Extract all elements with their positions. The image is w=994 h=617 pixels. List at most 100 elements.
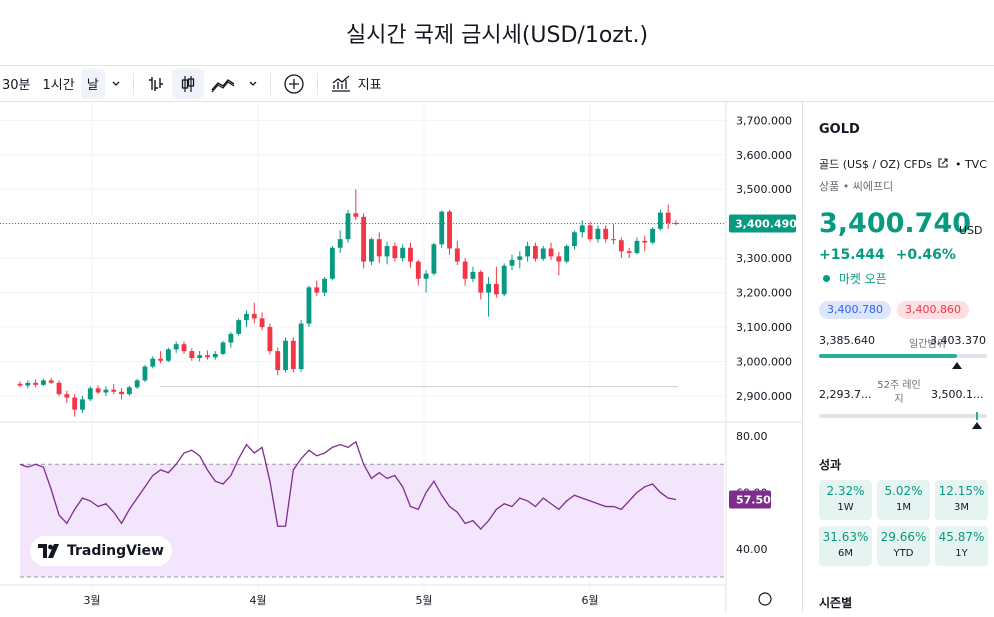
candle-up [41, 380, 46, 385]
candles-layer [0, 189, 726, 417]
candle-down [408, 247, 413, 262]
candle-chart-type-button[interactable] [171, 68, 204, 99]
symbol-name[interactable]: GOLD [819, 122, 860, 137]
candle-up [134, 380, 140, 388]
candle-down [205, 355, 210, 358]
price-axis: 3,700.0003,600.0003,500.0003,400.0003,30… [83, 114, 807, 607]
candle-up [322, 278, 327, 293]
price-axis-label: 3,200.000 [736, 287, 792, 300]
candle-down [642, 240, 648, 243]
settings-gear-icon[interactable] [758, 592, 772, 606]
seasonal-title: 시즌별 [819, 596, 853, 610]
tradingview-logo[interactable]: TradingView [30, 536, 172, 566]
candle-up [595, 228, 601, 240]
performance-value: 5.02% [884, 484, 923, 498]
candle-up [228, 333, 234, 343]
performance-cell-1w[interactable]: 2.32% 1W [819, 480, 872, 520]
last-price-badge-text: 3,400.490 [735, 217, 797, 230]
performance-cell-ytd[interactable]: 29.66% YTD [877, 526, 930, 566]
candle-down [267, 327, 273, 352]
chevron-down-icon [249, 81, 257, 86]
performance-value: 31.63% [822, 530, 869, 544]
performance-period: 1Y [955, 548, 968, 559]
candle-down [493, 283, 499, 295]
candle-down [415, 261, 421, 279]
candle-down [611, 239, 616, 241]
candle-up [400, 247, 406, 259]
symbol-category: 상품 • 씨에프디 [819, 180, 894, 193]
candle-down [353, 213, 359, 217]
market-status-text: 마켓 오픈 [838, 272, 887, 286]
interval-1h-button[interactable]: 1시간 [42, 78, 75, 93]
week52-label: 52주 레인지 [877, 380, 921, 405]
week52-high: 3,500.1... [931, 388, 984, 401]
candle-down [548, 248, 554, 257]
compare-symbol-button[interactable] [277, 69, 311, 99]
tradingview-logo-icon [38, 544, 59, 558]
tradingview-logo-text: TradingView [67, 543, 164, 559]
candle-down [556, 256, 562, 262]
performance-cell-3m[interactable]: 12.15% 3M [935, 480, 988, 520]
toolbar-divider [316, 72, 318, 95]
candle-up [337, 239, 343, 248]
performance-cell-1m[interactable]: 5.02% 1M [877, 480, 930, 520]
candle-down [618, 240, 624, 252]
interval-30m-button[interactable]: 30분 [2, 78, 31, 93]
chart-type-dropdown-button[interactable] [242, 69, 264, 99]
candle-up [369, 239, 374, 262]
symbol-description-text: 골드 (US$ / OZ) CFDs [819, 158, 932, 171]
external-link-icon[interactable] [937, 157, 949, 169]
candle-up [212, 353, 218, 358]
interval-day-button[interactable]: 날 [80, 68, 105, 99]
candle-up [80, 399, 85, 410]
performance-grid: 2.32% 1W 5.02% 1M 12.15% 3M 31.63% 6M 29.66%… [819, 480, 989, 566]
candle-down [361, 216, 367, 262]
indicators-label: 지표 [357, 78, 382, 93]
rsi-line [19, 440, 677, 531]
performance-period: 1M [896, 502, 911, 513]
candle-up [470, 271, 476, 279]
performance-title: 성과 [819, 458, 842, 472]
candle-down [72, 397, 78, 410]
candle-down [189, 351, 195, 358]
day-range-marker-icon [951, 362, 962, 369]
candle-up [236, 320, 242, 334]
candle-up [572, 232, 577, 247]
candle-down [111, 389, 117, 392]
candle-up [564, 246, 570, 262]
rsi-axis-label: 40.00 [736, 543, 768, 556]
market-open-dot-icon [823, 275, 830, 282]
bar-chart-type-button[interactable] [140, 69, 172, 99]
candle-down [603, 228, 609, 240]
price-axis-label: 2,900.000 [736, 390, 792, 403]
candle-up [517, 256, 523, 260]
last-price-badge [729, 214, 796, 233]
candle-down [181, 344, 187, 352]
candle-down [478, 271, 484, 293]
candle-up [126, 387, 132, 395]
time-axis-label: 3월 [83, 594, 100, 607]
chevron-down-icon [112, 81, 120, 86]
page-title-bar: 실시간 국제 금시세(USD/1ozt.) [0, 0, 994, 66]
area-chart-type-button[interactable] [204, 69, 242, 99]
candle-down [314, 287, 320, 293]
candle-down [290, 340, 296, 370]
bid-price: 3,400.780 [819, 301, 891, 319]
indicators-button[interactable]: 지표 [324, 69, 388, 99]
candle-down [665, 212, 671, 223]
candle-up [579, 225, 585, 233]
candle-down [119, 391, 124, 395]
dot-separator: • [954, 158, 962, 171]
performance-cell-6m[interactable]: 31.63% 6M [819, 526, 872, 566]
candle-up [220, 342, 226, 354]
candle-up [423, 273, 429, 279]
interval-dropdown-button[interactable] [105, 69, 127, 99]
performance-period: 6M [838, 548, 853, 559]
day-range-fill [819, 354, 957, 358]
candle-up [657, 212, 663, 229]
candle-down [447, 211, 452, 249]
performance-cell-1y[interactable]: 45.87% 1Y [935, 526, 988, 566]
rsi-axis-label: 80.00 [736, 430, 768, 443]
